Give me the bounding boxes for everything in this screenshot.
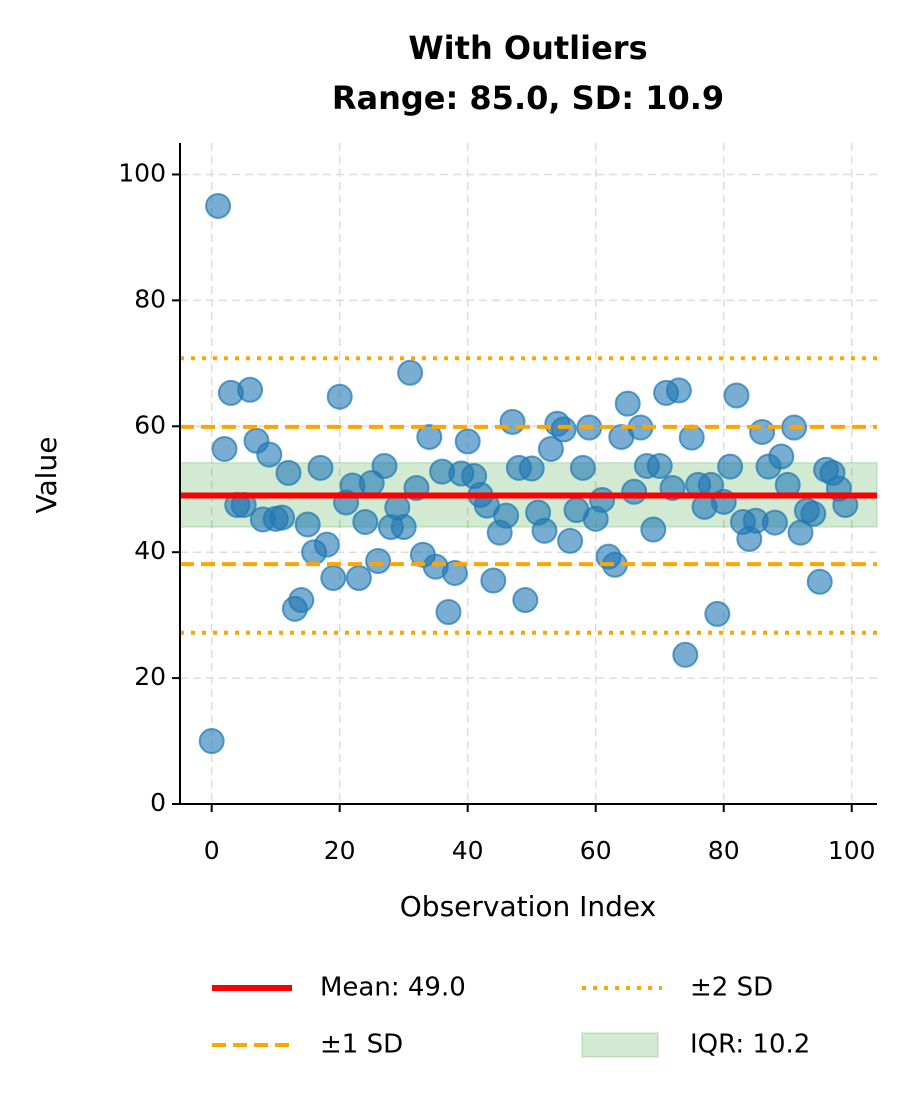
data-point xyxy=(723,382,750,409)
data-point xyxy=(531,517,558,544)
y-tick-label: 20 xyxy=(134,662,166,691)
data-point xyxy=(480,567,507,594)
data-point xyxy=(704,600,731,627)
data-point xyxy=(537,435,564,462)
data-point xyxy=(390,514,417,541)
data-point xyxy=(198,728,225,755)
x-tick-label: 0 xyxy=(204,836,220,865)
x-axis-label: Observation Index xyxy=(400,890,656,923)
data-point xyxy=(294,511,321,538)
legend-label: ±1 SD xyxy=(320,1030,403,1060)
legend-label: ±2 SD xyxy=(690,973,773,1003)
data-point xyxy=(569,454,596,481)
legend-handle xyxy=(581,1032,659,1058)
data-point xyxy=(518,455,545,482)
y-tick-label: 0 xyxy=(150,788,166,817)
data-point xyxy=(499,408,526,435)
data-point xyxy=(307,454,334,481)
data-point xyxy=(557,527,584,554)
data-point xyxy=(493,502,520,529)
data-point xyxy=(397,359,424,386)
data-point xyxy=(326,383,353,410)
data-point xyxy=(621,478,648,505)
data-point xyxy=(454,428,481,455)
legend-label: Mean: 49.0 xyxy=(320,973,466,1003)
x-tick-label: 60 xyxy=(580,836,612,865)
x-tick-label: 40 xyxy=(452,836,484,865)
data-point xyxy=(416,423,443,450)
data-point xyxy=(717,453,744,480)
data-point xyxy=(211,435,238,462)
data-point xyxy=(589,486,616,513)
data-point xyxy=(352,508,379,535)
data-point xyxy=(640,516,667,543)
y-tick-label: 80 xyxy=(134,284,166,313)
data-point xyxy=(269,504,296,531)
y-tick-label: 40 xyxy=(134,536,166,565)
data-point xyxy=(678,424,705,451)
data-point xyxy=(313,531,340,558)
data-point xyxy=(365,548,392,575)
x-tick-label: 20 xyxy=(324,836,356,865)
y-tick-label: 100 xyxy=(118,158,166,187)
data-point xyxy=(512,587,539,614)
data-point xyxy=(288,587,315,614)
x-tick-label: 80 xyxy=(708,836,740,865)
data-point xyxy=(614,390,641,417)
data-point xyxy=(665,377,692,404)
data-point xyxy=(205,192,232,219)
legend-label: IQR: 10.2 xyxy=(690,1030,810,1060)
data-point xyxy=(550,416,577,443)
data-point xyxy=(761,509,788,536)
data-point xyxy=(806,568,833,595)
data-point xyxy=(320,565,347,592)
x-tick-label: 100 xyxy=(828,836,876,865)
y-axis-label: Value xyxy=(30,437,63,514)
data-point xyxy=(768,443,795,470)
data-point xyxy=(646,452,673,479)
data-point xyxy=(435,598,462,625)
y-tick-label: 60 xyxy=(134,410,166,439)
data-point xyxy=(345,565,372,592)
data-point xyxy=(371,452,398,479)
data-point xyxy=(275,459,302,486)
data-point xyxy=(441,559,468,586)
data-point xyxy=(256,441,283,468)
data-point xyxy=(749,418,776,445)
chart-subtitle: Range: 85.0, SD: 10.9 xyxy=(332,79,724,117)
chart-title: With Outliers xyxy=(408,29,647,67)
data-point xyxy=(672,641,699,668)
data-point xyxy=(237,376,264,403)
data-point xyxy=(800,500,827,527)
